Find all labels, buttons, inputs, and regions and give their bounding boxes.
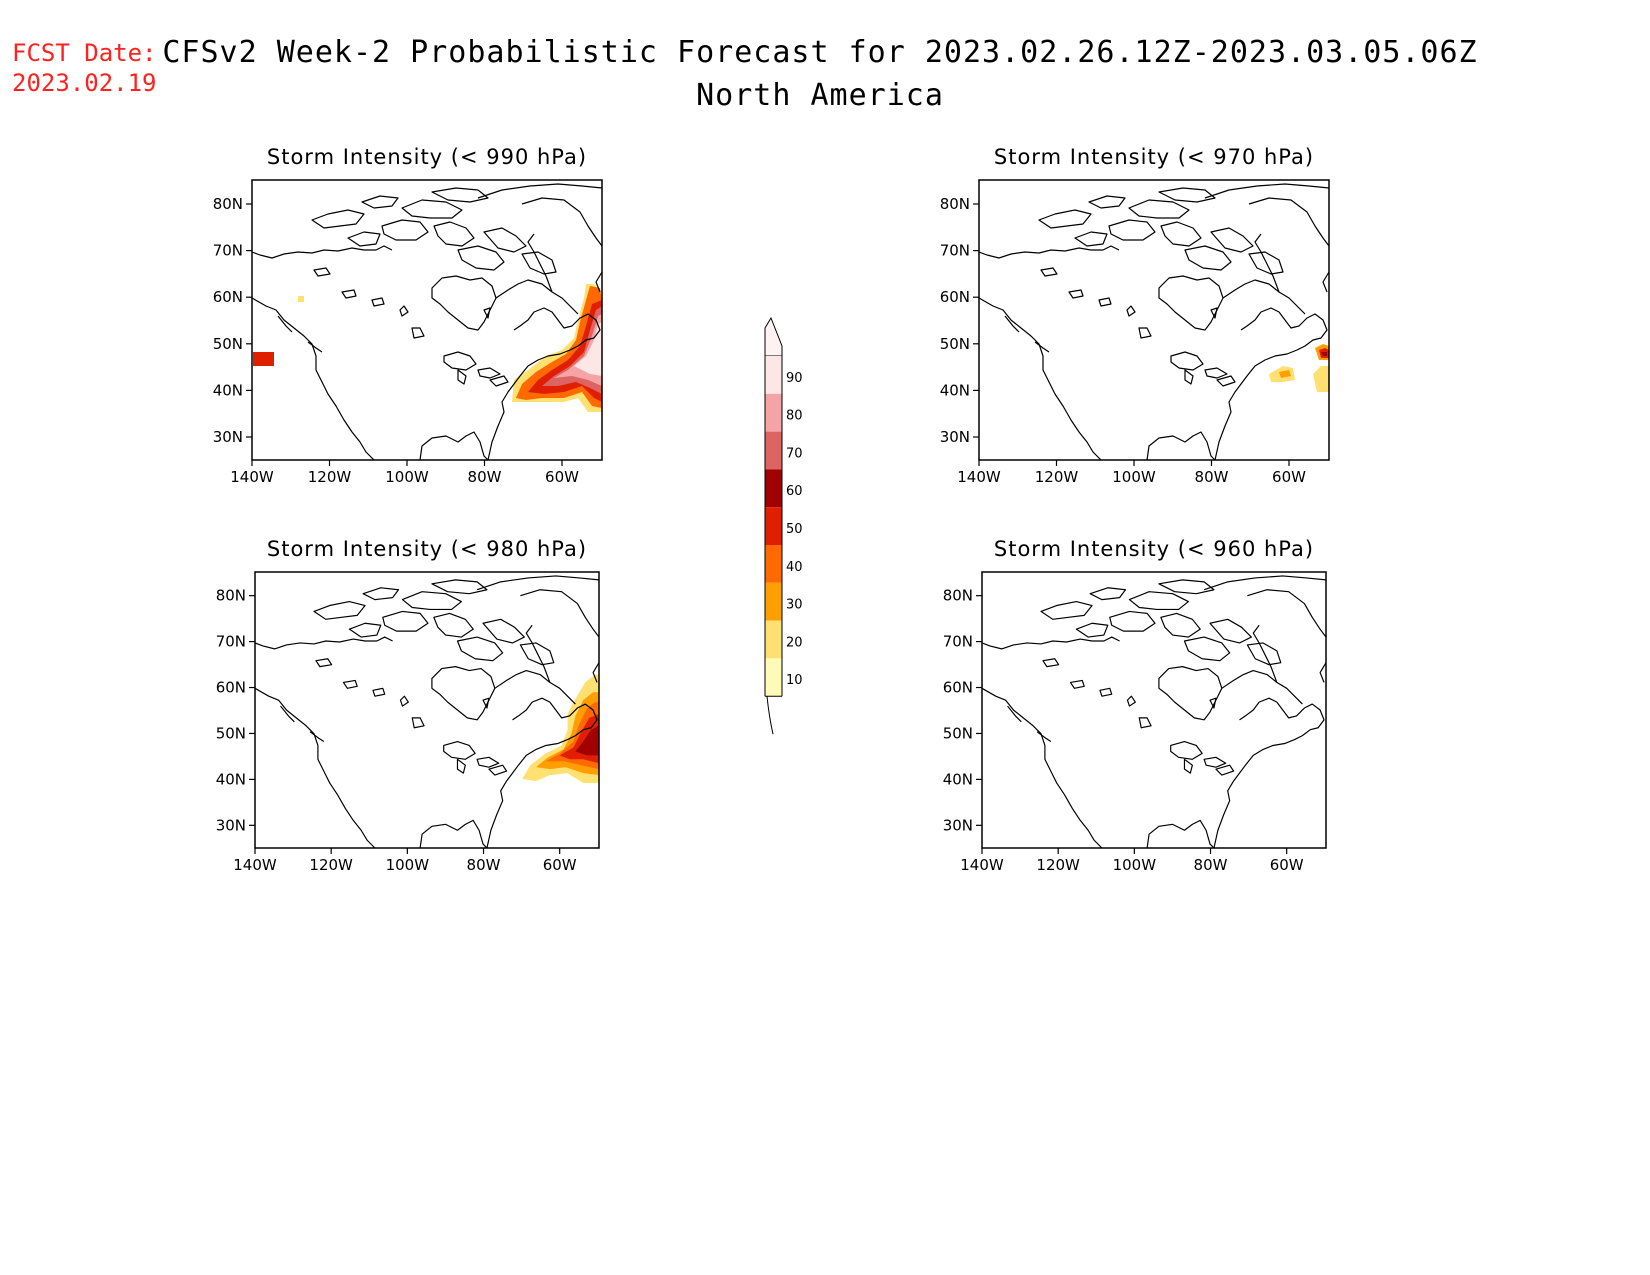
probability-area: [298, 296, 304, 302]
lat-tick-label: 70N: [940, 242, 970, 260]
lat-tick-label: 30N: [940, 428, 970, 446]
lon-tick-label: 80W: [467, 856, 501, 874]
lat-tick-label: 40N: [213, 381, 243, 399]
map-frame: [254, 571, 600, 849]
coastline: [251, 183, 603, 461]
lat-tick-label: 60N: [216, 679, 246, 697]
lon-tick-label: 80W: [1195, 468, 1229, 486]
lat-tick-label: 50N: [943, 724, 973, 742]
probability-area: [253, 352, 274, 366]
lon-tick-label: 140W: [957, 468, 1001, 486]
colorbar-label: 20: [786, 635, 803, 650]
colorbar-swatch: [765, 545, 782, 583]
lat-tick-label: 80N: [943, 587, 973, 605]
lat-tick-label: 80N: [216, 587, 246, 605]
colorbar-label: 70: [786, 446, 803, 461]
colorbar-label: 80: [786, 409, 803, 424]
lat-tick-label: 40N: [216, 770, 246, 788]
colorbar-top-cap: [764, 316, 783, 357]
lat-tick-label: 70N: [216, 633, 246, 651]
colorbar-outline: [764, 356, 783, 735]
lon-tick-label: 80W: [1194, 856, 1228, 874]
colorbar-swatch: [765, 582, 782, 621]
lat-tick-label: 60N: [213, 288, 243, 306]
probability-area: [574, 322, 602, 376]
map-frame: [251, 179, 603, 461]
probability-area: [1313, 366, 1329, 392]
lat-tick-label: 30N: [216, 816, 246, 834]
map-frame: [978, 179, 1330, 461]
colorbar-label: 90: [786, 371, 803, 386]
panel-title: Storm Intensity (< 970 hPa): [994, 145, 1314, 169]
map-panel-p970: Storm Intensity (< 970 hPa) 80N 70N 60N 50N 4…: [940, 145, 1330, 486]
map-panel-p960: Storm Intensity (< 960 hPa) 80N 70N 60N 50N 4…: [943, 537, 1327, 874]
lat-tick-label: 60N: [943, 679, 973, 697]
lon-tick-label: 140W: [233, 856, 277, 874]
lat-tick-label: 80N: [213, 195, 243, 213]
probability-area: [1279, 370, 1291, 378]
colorbar-label: 10: [786, 673, 803, 688]
map-panel-p990: Storm Intensity (< 990 hPa) 80N 70N 60N 50N 4…: [213, 145, 603, 486]
colorbar-swatch: [765, 431, 782, 470]
colorbar-swatch: [765, 356, 782, 394]
probability-shading: [1269, 344, 1329, 392]
lon-tick-label: 120W: [1036, 856, 1080, 874]
colorbar-label: 40: [786, 560, 803, 575]
colorbar: 90 80 70 60 50 40 30 20 10: [764, 316, 803, 735]
probability-shading: [522, 674, 599, 783]
probability-area: [1321, 352, 1327, 356]
lat-tick-label: 80N: [940, 195, 970, 213]
lon-tick-label: 80W: [468, 468, 502, 486]
fcst-date-value: 2023.02.19: [12, 69, 157, 97]
lat-tick-label: 50N: [940, 335, 970, 353]
lon-tick-label: 100W: [1112, 468, 1156, 486]
map-frame: [981, 571, 1327, 849]
lon-tick-label: 100W: [1113, 856, 1157, 874]
lat-tick-label: 60N: [940, 288, 970, 306]
colorbar-label: 60: [786, 484, 803, 499]
lon-tick-label: 60W: [1270, 856, 1304, 874]
colorbar-swatch: [765, 469, 782, 508]
fcst-date-label: FCST Date:: [12, 39, 157, 67]
lat-tick-label: 70N: [213, 242, 243, 260]
colorbar-swatch: [765, 393, 782, 432]
lat-tick-label: 70N: [943, 633, 973, 651]
lon-tick-label: 140W: [960, 856, 1004, 874]
lon-tick-label: 60W: [1272, 468, 1306, 486]
probability-area: [575, 725, 599, 756]
lon-tick-label: 100W: [386, 856, 430, 874]
coastline: [981, 575, 1327, 849]
lon-tick-label: 140W: [230, 468, 274, 486]
lat-tick-label: 40N: [943, 770, 973, 788]
lon-tick-label: 120W: [1035, 468, 1079, 486]
panel-title: Storm Intensity (< 960 hPa): [994, 537, 1314, 561]
panel-title: Storm Intensity (< 980 hPa): [267, 537, 587, 561]
figure-title: CFSv2 Week-2 Probabilistic Forecast for …: [162, 35, 1477, 70]
figure-subtitle: North America: [696, 78, 944, 113]
lon-tick-label: 60W: [543, 856, 577, 874]
lon-tick-label: 120W: [309, 856, 353, 874]
colorbar-swatch: [765, 620, 782, 659]
lat-tick-label: 40N: [940, 381, 970, 399]
coastline: [254, 575, 600, 849]
lat-tick-label: 50N: [213, 335, 243, 353]
colorbar-swatch: [765, 658, 782, 697]
panel-title: Storm Intensity (< 990 hPa): [267, 145, 587, 169]
colorbar-swatch: [765, 507, 782, 545]
colorbar-label: 50: [786, 522, 803, 537]
probability-shading: [253, 284, 602, 412]
map-panel-p980: Storm Intensity (< 980 hPa) 80N 70N 60N 50N 4…: [216, 537, 600, 874]
lat-tick-label: 50N: [216, 724, 246, 742]
coastline: [978, 183, 1330, 461]
lat-tick-label: 30N: [213, 428, 243, 446]
lon-tick-label: 120W: [308, 468, 352, 486]
lon-tick-label: 60W: [545, 468, 579, 486]
lon-tick-label: 100W: [385, 468, 429, 486]
lat-tick-label: 30N: [943, 816, 973, 834]
colorbar-label: 30: [786, 598, 803, 613]
